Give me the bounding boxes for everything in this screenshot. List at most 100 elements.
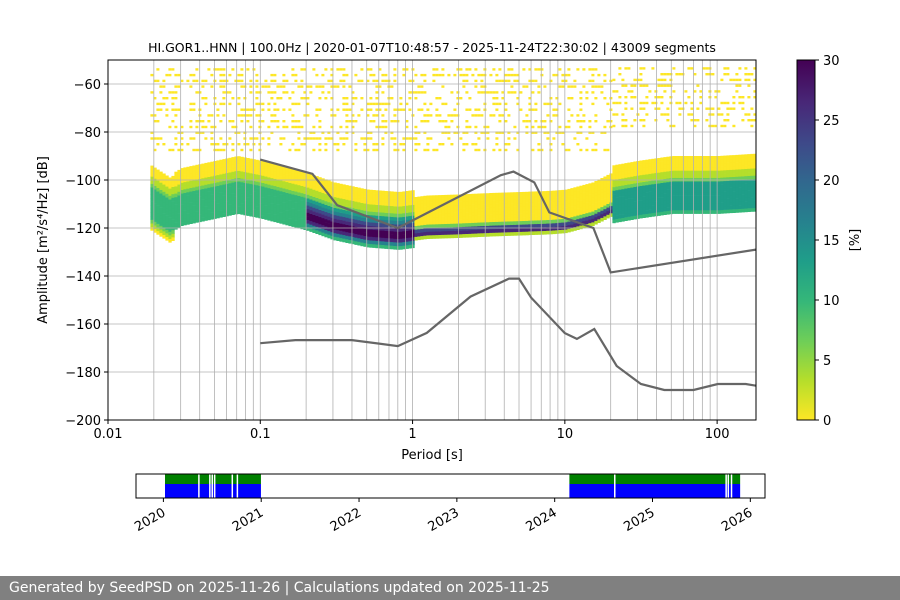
psd-cell xyxy=(567,221,571,226)
psd-cell xyxy=(297,199,301,204)
psd-cell xyxy=(612,78,616,82)
psd-cell xyxy=(165,182,169,187)
psd-cell xyxy=(639,210,643,215)
psd-cell xyxy=(204,202,208,207)
psd-cell xyxy=(474,143,478,146)
psd-cell xyxy=(255,85,259,88)
psd-cell xyxy=(525,224,529,229)
psd-cell xyxy=(189,202,193,206)
psd-cell xyxy=(594,206,598,211)
psd-cell xyxy=(615,200,619,205)
psd-cell xyxy=(447,137,451,140)
psd-cell xyxy=(150,114,154,117)
psd-cell xyxy=(615,197,619,201)
psd-cell xyxy=(294,148,298,152)
psd-cell xyxy=(678,156,682,160)
psd-cell xyxy=(657,165,661,170)
psd-cell xyxy=(543,230,547,235)
psd-cell xyxy=(159,229,163,234)
psd-cell xyxy=(222,114,226,117)
psd-cell xyxy=(438,234,442,239)
psd-cell xyxy=(414,131,418,134)
psd-cell xyxy=(549,190,553,195)
psd-cell xyxy=(330,206,334,211)
psd-cell xyxy=(591,68,595,71)
psd-cell xyxy=(447,212,451,217)
psd-cell xyxy=(309,195,313,200)
psd-heatmap xyxy=(150,67,756,250)
psd-cell xyxy=(438,195,442,199)
availability-bar-blue xyxy=(569,484,741,498)
psd-cell xyxy=(153,137,157,140)
psd-cell xyxy=(738,84,742,87)
psd-cell xyxy=(627,213,631,217)
psd-cell xyxy=(693,177,697,182)
psd-cell xyxy=(351,240,355,245)
psd-cell xyxy=(183,185,187,190)
psd-cell xyxy=(378,108,382,111)
psd-cell xyxy=(174,73,178,77)
psd-cell xyxy=(174,204,178,208)
psd-cell xyxy=(252,143,256,146)
psd-cell xyxy=(303,197,307,202)
psd-cell xyxy=(342,73,346,77)
psd-cell xyxy=(498,228,502,233)
psd-cell xyxy=(207,114,211,117)
psd-cell xyxy=(180,137,184,140)
psd-cell xyxy=(417,221,421,226)
psd-cell xyxy=(327,180,331,185)
psd-cell xyxy=(306,187,310,192)
psd-cell xyxy=(747,190,751,194)
psd-cell xyxy=(570,191,574,196)
psd-cell xyxy=(228,208,232,213)
psd-cell xyxy=(546,201,550,206)
psd-cell xyxy=(612,219,616,224)
psd-cell xyxy=(222,91,226,94)
psd-cell xyxy=(693,192,697,196)
psd-cell xyxy=(192,201,196,206)
psd-cell xyxy=(588,222,592,227)
psd-cell xyxy=(330,203,334,207)
psd-cell xyxy=(330,192,334,197)
psd-cell xyxy=(234,196,238,200)
psd-cell xyxy=(408,226,412,231)
psd-cell xyxy=(189,73,193,77)
psd-cell xyxy=(522,206,526,211)
psd-cell xyxy=(675,170,679,175)
psd-cell xyxy=(246,179,250,184)
psd-cell xyxy=(480,207,484,212)
psd-cell xyxy=(156,108,160,111)
psd-cell xyxy=(732,176,736,181)
psd-cell xyxy=(579,203,583,208)
psd-cell xyxy=(360,209,364,214)
psd-cell xyxy=(195,193,199,198)
psd-cell xyxy=(207,198,211,203)
psd-cell xyxy=(663,189,667,194)
psd-cell xyxy=(753,168,756,173)
psd-cell xyxy=(624,184,628,189)
psd-cell xyxy=(267,191,271,196)
psd-cell xyxy=(654,158,658,163)
psd-cell xyxy=(246,201,250,206)
psd-cell xyxy=(519,202,523,207)
psd-cell xyxy=(468,108,472,111)
psd-cell xyxy=(240,160,244,165)
psd-cell xyxy=(693,195,697,200)
psd-cell xyxy=(579,148,583,152)
psd-cell xyxy=(663,73,667,76)
psd-cell xyxy=(186,195,190,200)
psd-cell xyxy=(723,67,727,70)
psd-cell xyxy=(174,137,178,140)
psd-cell xyxy=(567,210,571,215)
psd-cell xyxy=(735,90,739,93)
psd-cell xyxy=(615,193,619,198)
psd-cell xyxy=(420,232,424,237)
psd-cell xyxy=(684,156,688,160)
psd-cell xyxy=(318,188,322,192)
plot-frame xyxy=(107,59,757,421)
psd-cell xyxy=(240,68,244,71)
psd-cell xyxy=(738,187,742,191)
psd-cell xyxy=(153,120,157,123)
psd-cell xyxy=(624,177,628,182)
psd-cell xyxy=(282,120,286,123)
